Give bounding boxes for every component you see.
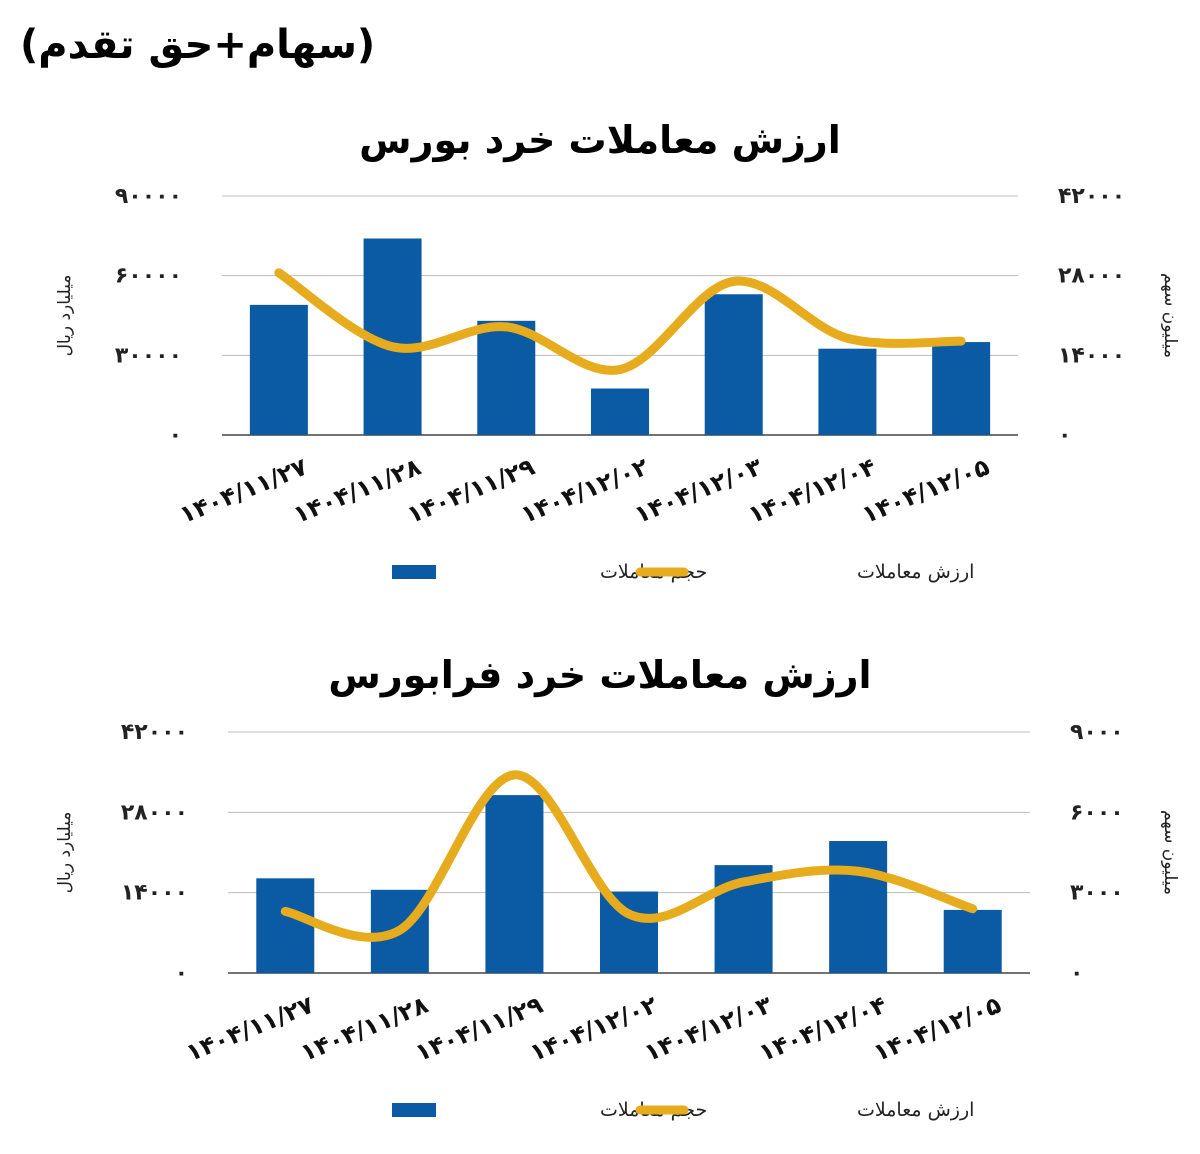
x-tick-label: ۱۴۰۴/۱۲/۰۴ <box>755 991 890 1067</box>
legend-label-line: ارزش معاملات <box>857 1099 974 1121</box>
x-tick-label: ۱۴۰۴/۱۱/۲۹ <box>403 452 539 529</box>
chart-bourse: ارزش معاملات خرد بورس ۰ ۰ ۳۰۰۰۰ ۱۴۰۰۰ ۶۰۰۰۰ ۲… <box>0 110 1200 610</box>
x-tick-label: ۱۴۰۴/۱۲/۰۵ <box>858 453 993 529</box>
legend-swatch-bar <box>392 1103 436 1117</box>
chart-title: ارزش معاملات خرد فرابورس <box>0 653 1200 697</box>
y-tick-label-right: ۴۲۰۰۰ <box>1058 184 1125 209</box>
x-tick-label: ۱۴۰۴/۱۱/۲۷ <box>182 990 318 1067</box>
y-tick-label-left: ۱۴۰۰۰ <box>121 881 188 906</box>
chart-farabourse: ارزش معاملات خرد فرابورس ۰ ۰ ۱۴۰۰۰ ۳۰۰۰ ۲۸۰۰… <box>0 645 1200 1150</box>
y-tick-label-left: ۶۰۰۰۰ <box>115 264 182 289</box>
y-tick-label-left: ۰ <box>169 423 182 448</box>
bar <box>818 349 876 435</box>
bar <box>591 389 649 435</box>
page-header-title: (سهام+حق تقدم) <box>20 22 375 68</box>
chart-title: ارزش معاملات خرد بورس <box>0 118 1200 162</box>
y-tick-label-left: ۴۲۰۰۰ <box>121 720 188 745</box>
y-tick-label-right: ۰ <box>1070 961 1083 986</box>
chart-farabourse-svg: ۰ ۰ ۱۴۰۰۰ ۳۰۰۰ ۲۸۰۰۰ ۶۰۰۰ ۴۲۰۰۰ ۹۰۰۰ میلیارد ریا… <box>0 645 1200 1150</box>
x-tick-label: ۱۴۰۴/۱۲/۰۲ <box>517 452 653 529</box>
bar <box>485 795 543 973</box>
y-tick-label-right: ۹۰۰۰ <box>1070 720 1124 745</box>
legend-label-line: ارزش معاملات <box>857 561 974 583</box>
chart-bourse-svg: ۰ ۰ ۳۰۰۰۰ ۱۴۰۰۰ ۶۰۰۰۰ ۲۸۰۰۰ ۹۰۰۰۰ ۴۲۰۰۰ میلیارد … <box>0 110 1200 610</box>
x-tick-label: ۱۴۰۴/۱۱/۲۹ <box>411 990 547 1067</box>
y-axis-label-right: میلیون سهم <box>1160 273 1180 358</box>
bar <box>256 878 314 973</box>
x-tick-label: ۱۴۰۴/۱۲/۰۳ <box>631 452 767 529</box>
y-tick-label-right: ۰ <box>1058 423 1071 448</box>
bar <box>829 841 887 973</box>
bar <box>932 342 990 435</box>
x-tick-label: ۱۴۰۴/۱۲/۰۳ <box>640 990 776 1067</box>
bar <box>477 321 535 435</box>
y-axis-label-left: میلیارد ریال <box>55 812 75 894</box>
y-tick-label-right: ۲۸۰۰۰ <box>1058 264 1125 289</box>
y-tick-label-right: ۳۰۰۰ <box>1070 881 1124 906</box>
x-tick-label: ۱۴۰۴/۱۲/۰۲ <box>526 990 662 1067</box>
bar <box>600 892 658 973</box>
y-axis-label-left: میلیارد ریال <box>55 275 75 357</box>
x-tick-label: ۱۴۰۴/۱۲/۰۴ <box>744 453 879 529</box>
y-tick-label-left: ۰ <box>175 961 188 986</box>
y-tick-label-left: ۳۰۰۰۰ <box>115 343 182 368</box>
y-tick-label-left: ۲۸۰۰۰ <box>121 800 188 825</box>
bar <box>705 294 763 435</box>
y-axis-label-right: میلیون سهم <box>1160 810 1180 895</box>
x-tick-label: ۱۴۰۴/۱۱/۲۷ <box>176 452 312 529</box>
x-tick-label: ۱۴۰۴/۱۱/۲۸ <box>297 990 433 1067</box>
x-tick-label: ۱۴۰۴/۱۱/۲۸ <box>289 452 425 529</box>
y-tick-label-right: ۶۰۰۰ <box>1070 800 1124 825</box>
legend-swatch-bar <box>392 565 436 579</box>
y-tick-label-right: ۱۴۰۰۰ <box>1058 343 1125 368</box>
x-tick-label: ۱۴۰۴/۱۲/۰۵ <box>870 991 1005 1067</box>
bar <box>944 910 1002 973</box>
y-tick-label-left: ۹۰۰۰۰ <box>115 184 182 209</box>
bar <box>250 305 308 435</box>
